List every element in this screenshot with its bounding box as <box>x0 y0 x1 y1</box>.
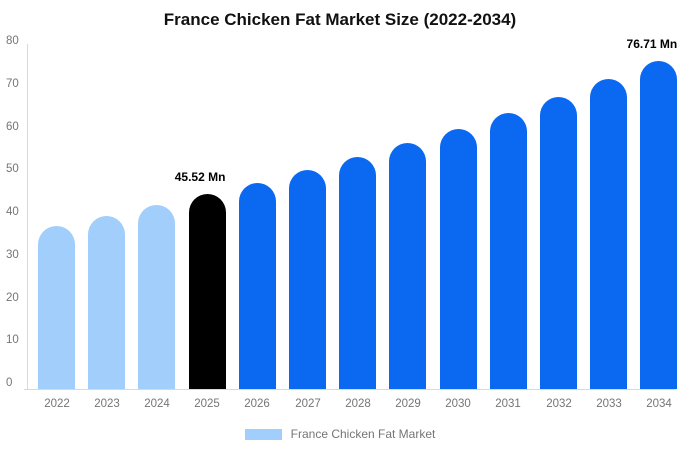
bar-value-label-2034: 76.71 Mn <box>626 37 678 52</box>
x-tick-label-2033: 2033 <box>596 398 622 410</box>
bar-2029[interactable] <box>389 143 426 389</box>
x-tick-label-2027: 2027 <box>295 398 321 410</box>
legend-swatch <box>244 428 282 440</box>
legend-label: France Chicken Fat Market <box>290 427 436 441</box>
x-tick-label-2023: 2023 <box>94 398 120 410</box>
bar-2032[interactable] <box>540 96 577 389</box>
bar-2031[interactable] <box>490 113 527 389</box>
legend-item-france-chicken-fat-market[interactable]: France Chicken Fat Market <box>244 427 436 441</box>
y-tick-label: 40 <box>6 206 19 218</box>
bar-2023[interactable] <box>88 215 125 389</box>
bar-2022[interactable] <box>38 225 75 389</box>
legend: France Chicken Fat Market <box>0 427 680 441</box>
y-tick-label: 50 <box>6 163 19 176</box>
x-tick-label-2025: 2025 <box>194 398 220 410</box>
bar-2034[interactable] <box>640 61 677 389</box>
y-tick-label: 30 <box>6 248 19 261</box>
bar-2025[interactable] <box>189 194 226 389</box>
y-tick-label: 20 <box>6 291 19 304</box>
x-tick-label-2030: 2030 <box>445 398 471 410</box>
bar-2028[interactable] <box>339 157 376 389</box>
chart-title: France Chicken Fat Market Size (2022-203… <box>163 10 517 29</box>
x-tick-label-2032: 2032 <box>546 398 572 410</box>
y-tick-label: 60 <box>6 120 19 133</box>
y-axis-line <box>27 44 28 390</box>
x-tick-label-2034: 2034 <box>646 398 672 410</box>
y-tick-label: 10 <box>6 334 19 347</box>
x-axis-line <box>24 389 676 390</box>
x-tick-label-2026: 2026 <box>244 398 270 410</box>
y-tick-label: 80 <box>6 35 19 47</box>
x-tick-label-2028: 2028 <box>345 398 371 410</box>
y-tick-label: 0 <box>6 377 13 389</box>
bar-2026[interactable] <box>239 182 276 389</box>
bar-2030[interactable] <box>440 128 477 389</box>
bar-2027[interactable] <box>289 170 326 389</box>
x-tick-label-2031: 2031 <box>495 398 521 410</box>
x-tick-label-2022: 2022 <box>44 398 70 410</box>
x-tick-label-2029: 2029 <box>395 398 421 410</box>
x-tick-label-2024: 2024 <box>144 398 170 410</box>
y-tick-label: 70 <box>6 77 19 90</box>
bar-value-label-2025: 45.52 Mn <box>174 170 226 185</box>
bar-2033[interactable] <box>590 79 627 389</box>
bar-2024[interactable] <box>138 205 175 389</box>
